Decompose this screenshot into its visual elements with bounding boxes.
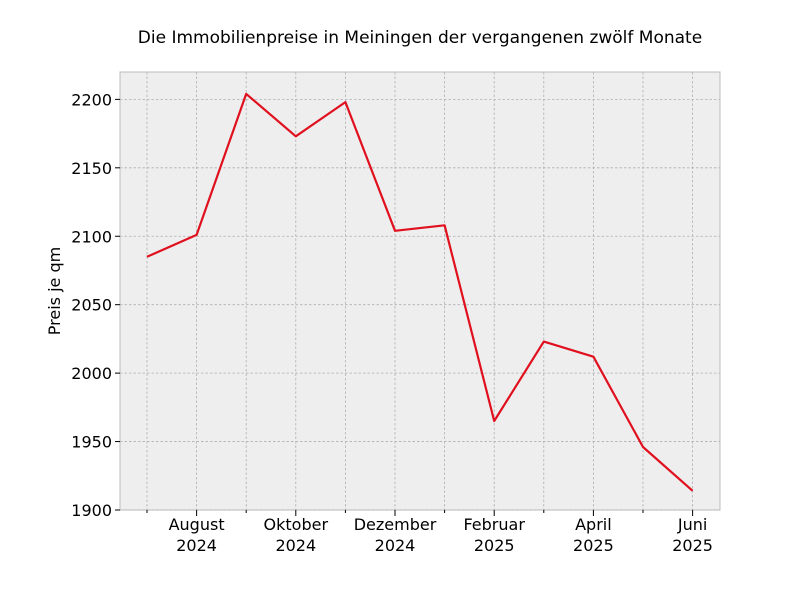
x-tick-label-year: 2024 <box>375 536 416 555</box>
y-tick-label: 2000 <box>71 364 112 383</box>
plot-area <box>119 71 721 511</box>
x-tick-label-month: Dezember <box>354 515 437 534</box>
x-tick-label-month: August <box>169 515 225 534</box>
tick-layer: 1900 1950 2000 2050 2100 2150 2200 August 2024 Ok… <box>71 90 713 555</box>
y-tick-label: 2200 <box>71 90 112 109</box>
x-tick-label-month: Oktober <box>264 515 329 534</box>
y-tick-label: 1950 <box>71 433 112 452</box>
y-axis-label: Preis je qm <box>45 247 64 335</box>
y-tick-label: 1900 <box>71 501 112 520</box>
series-line <box>146 92 694 492</box>
x-tick-label-year: 2024 <box>275 536 316 555</box>
series-layer <box>146 92 694 492</box>
x-tick-label-year: 2025 <box>474 536 515 555</box>
x-tick-label-month: April <box>575 515 612 534</box>
x-tick-label-year: 2024 <box>176 536 217 555</box>
x-tick-label-year: 2025 <box>672 536 713 555</box>
y-tick-label: 2050 <box>71 296 112 315</box>
x-tick-label-month: Februar <box>463 515 525 534</box>
y-tick-label: 2100 <box>71 227 112 246</box>
grid-layer <box>120 72 720 511</box>
x-tick-label-year: 2025 <box>573 536 614 555</box>
x-tick-label-month: Juni <box>677 515 707 534</box>
y-tick-label: 2150 <box>71 159 112 178</box>
chart-title: Die Immobilienpreise in Meiningen der ve… <box>138 28 702 48</box>
